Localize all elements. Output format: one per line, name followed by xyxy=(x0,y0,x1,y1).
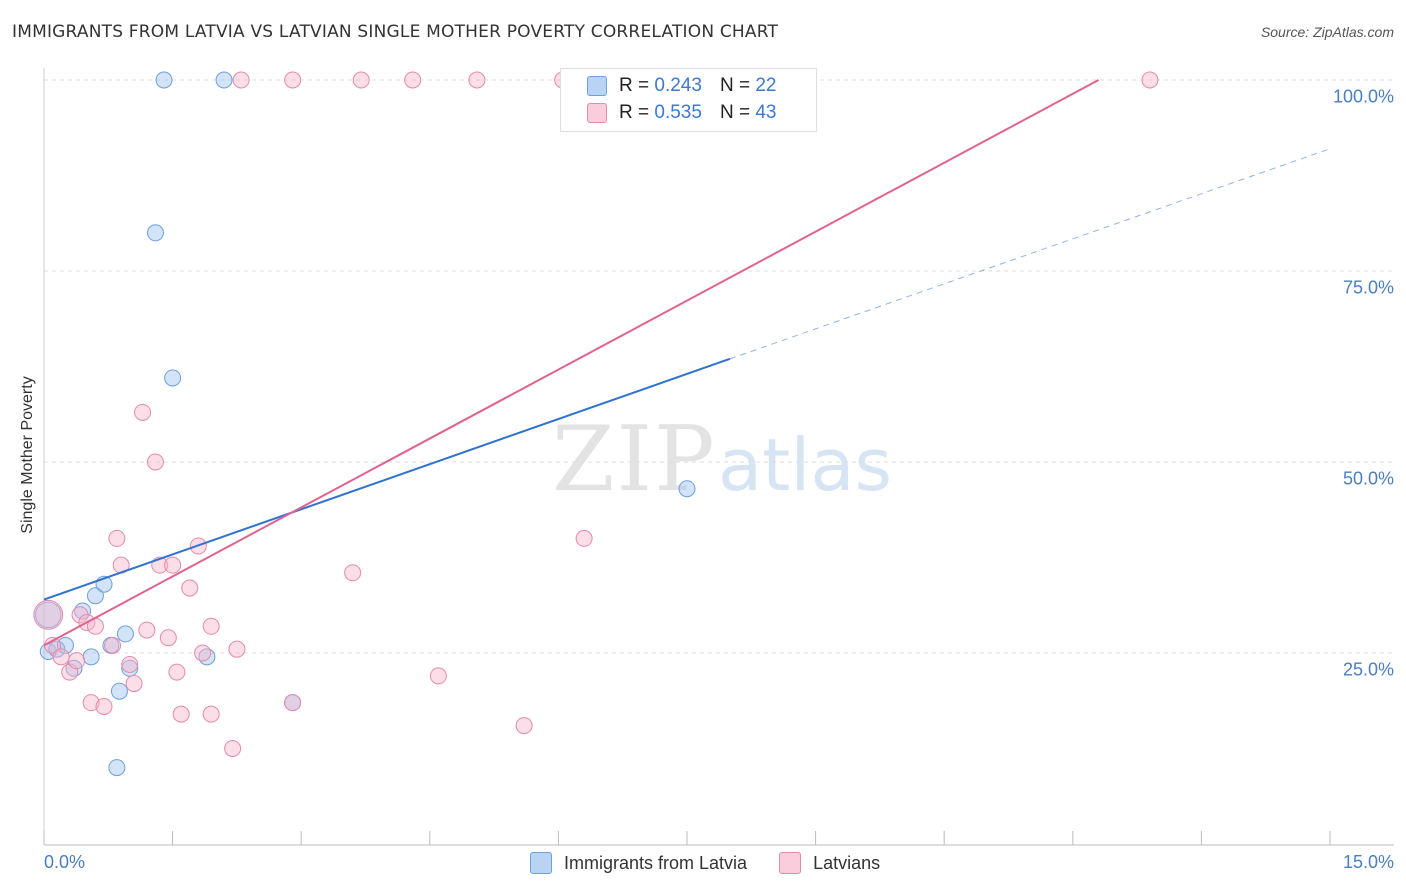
legend-r-value: 0.243 xyxy=(654,75,702,96)
pink-data-point xyxy=(284,694,302,712)
legend-r-value: 0.535 xyxy=(654,102,702,123)
legend-item-latvians: Latvians xyxy=(779,852,880,874)
blue-data-point xyxy=(215,71,233,89)
pink-data-point xyxy=(181,579,199,597)
pink-data-point xyxy=(232,71,250,89)
blue-data-point xyxy=(56,636,74,654)
legend-n-value: 43 xyxy=(755,102,777,123)
pink-data-point xyxy=(108,529,126,547)
pink-data-point xyxy=(1141,71,1159,89)
blue-data-point xyxy=(110,682,128,700)
x-tick-label-min: 0.0% xyxy=(44,852,86,872)
legend-row-blue: R = 0.243 N = 22 xyxy=(587,73,776,99)
pink-data-point xyxy=(125,675,143,693)
blue-data-point xyxy=(108,759,126,777)
blue-swatch xyxy=(587,76,607,96)
blue-data-point xyxy=(164,369,182,387)
blue-data-point xyxy=(86,587,104,605)
pink-data-point xyxy=(138,621,156,639)
pink-trend-line xyxy=(43,79,1099,647)
pink-data-point xyxy=(224,740,242,757)
legend-row-pink: R = 0.535 N = 43 xyxy=(587,100,776,126)
pink-data-point xyxy=(164,556,182,574)
pink-data-point xyxy=(228,640,246,658)
pink-data-point xyxy=(82,694,100,712)
blue-trend-extension xyxy=(729,148,1331,360)
legend-item-immigrants-from-latvia: Immigrants from Latvia xyxy=(530,852,747,874)
pink-data-point xyxy=(104,636,122,654)
legend-n-value: 22 xyxy=(755,75,777,96)
legend-label: Latvians xyxy=(813,852,881,873)
source-label: Source: ZipAtlas.com xyxy=(1260,24,1394,40)
pink-data-point xyxy=(344,564,362,582)
pink-data-point xyxy=(68,652,86,670)
pink-data-point xyxy=(95,697,113,715)
pink-data-point xyxy=(202,705,220,723)
y-tick-label-100: 100.0% xyxy=(1332,86,1394,107)
y-tick-label-75: 75.0% xyxy=(1342,277,1394,298)
pink-data-point xyxy=(284,71,302,89)
pink-data-point xyxy=(468,71,486,89)
pink-data-point xyxy=(429,667,447,685)
blue-data-point xyxy=(116,625,134,643)
blue-data-point xyxy=(146,224,164,242)
blue-data-point xyxy=(82,648,100,666)
legend-r-label: R = xyxy=(619,75,650,96)
pink-data-point xyxy=(33,599,64,630)
pink-data-point xyxy=(172,705,190,723)
pink-data-point xyxy=(404,71,422,89)
pink-data-point xyxy=(159,629,177,647)
pink-swatch xyxy=(587,103,607,123)
legend-n-label: N = xyxy=(719,102,751,123)
legend-label: Immigrants from Latvia xyxy=(564,852,748,873)
pink-data-point xyxy=(134,403,152,421)
legend-n-label: N = xyxy=(719,75,751,96)
correlation-legend: R = 0.243 N = 22 R = 0.535 N = 43 xyxy=(560,68,817,132)
pink-data-point xyxy=(575,529,593,547)
x-tick-label-max: 15.0% xyxy=(1342,852,1394,872)
blue-data-point xyxy=(678,480,696,498)
y-tick-label-50: 50.0% xyxy=(1342,468,1394,489)
y-tick-label-25: 25.0% xyxy=(1342,659,1394,680)
watermark-zip: ZIP xyxy=(552,407,717,512)
blue-data-point xyxy=(155,71,173,89)
blue-data-point xyxy=(34,601,62,629)
blue-trend-line xyxy=(43,357,731,601)
pink-data-point xyxy=(515,717,533,735)
pink-data-point xyxy=(352,71,370,89)
watermark-atlas: atlas xyxy=(718,423,892,507)
pink-data-point xyxy=(168,663,186,681)
pink-data-point xyxy=(52,648,70,666)
legend-r-label: R = xyxy=(619,102,650,123)
series-legend: Immigrants from Latvia Latvians xyxy=(530,852,912,874)
blue-swatch xyxy=(530,852,552,874)
chart-title: IMMIGRANTS FROM LATVIA VS LATVIAN SINGLE… xyxy=(12,22,779,42)
pink-data-point xyxy=(202,617,220,635)
pink-data-point xyxy=(146,453,164,471)
pink-swatch xyxy=(779,852,802,874)
pink-data-point xyxy=(194,644,212,662)
pink-data-point xyxy=(121,655,139,673)
